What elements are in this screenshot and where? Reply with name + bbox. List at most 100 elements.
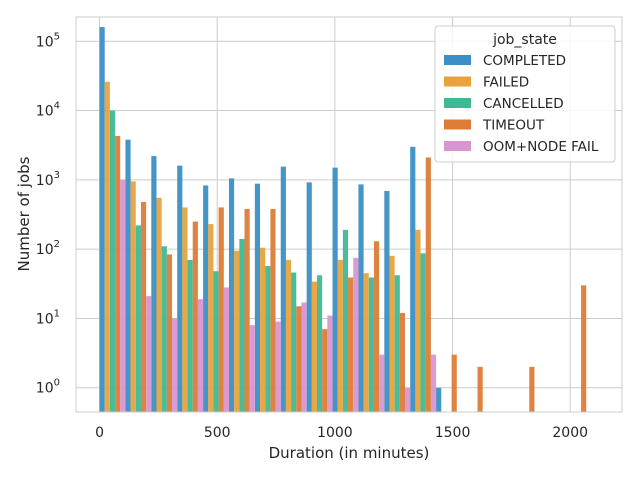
bar-timeout (425, 157, 431, 412)
legend: job_state COMPLETED FAILED CANCELLED TIMEOU… (434, 25, 616, 163)
bar-cancelled (316, 275, 323, 412)
y-tick-label: 104 (36, 101, 60, 120)
bar-timeout (373, 241, 380, 412)
x-tick-label: 500 (204, 425, 231, 441)
bar-failed (260, 247, 266, 412)
bar-timeout (348, 277, 354, 412)
bar-cancelled (135, 225, 141, 412)
bar-completed (332, 167, 338, 412)
bar-timeout (477, 366, 483, 412)
y-axis-ticks: 100 101 102 103 104 105 (36, 31, 60, 396)
bar-cancelled (420, 253, 426, 412)
y-axis-label: Number of jobs (15, 156, 33, 271)
bar-cancelled (109, 110, 116, 413)
legend-swatch (444, 55, 471, 65)
bar-completed (151, 156, 157, 412)
bar-failed (234, 250, 240, 412)
legend-swatch (444, 98, 471, 108)
bar-cancelled (394, 275, 400, 412)
legend-swatch (444, 76, 471, 87)
x-tick-label: 1500 (435, 425, 471, 441)
bar-cancelled (368, 277, 374, 412)
bar-completed (228, 178, 235, 412)
bar-completed (254, 183, 261, 412)
x-axis-ticks: 0 500 1000 1500 2000 (95, 425, 588, 441)
y-tick-label: 100 (36, 378, 60, 397)
bar-cancelled (265, 266, 271, 412)
bar-failed (389, 255, 395, 412)
bar-oom-node-fail (405, 387, 411, 412)
bar-timeout (581, 285, 587, 412)
y-tick-label: 102 (36, 239, 60, 258)
bar-failed (415, 229, 421, 412)
legend-title: job_state (492, 32, 557, 48)
bar-timeout (166, 254, 173, 412)
bar-cancelled (187, 259, 193, 412)
bar-completed (410, 146, 416, 413)
bar-timeout (296, 306, 302, 412)
x-axis-label: Duration (in minutes) (269, 444, 430, 462)
bar-completed (384, 191, 390, 412)
bar-failed (285, 259, 292, 412)
bar-failed (208, 224, 214, 412)
bar-oom-node-fail (327, 315, 333, 412)
bar-completed (125, 139, 131, 413)
bar-timeout (192, 221, 198, 412)
bar-timeout (244, 208, 250, 412)
bar-failed (130, 181, 136, 412)
legend-entry-label: CANCELLED (483, 96, 564, 112)
y-tick-label: 105 (36, 31, 60, 50)
bar-failed (156, 197, 162, 412)
bar-oom-node-fail (430, 354, 437, 412)
x-tick-label: 2000 (552, 425, 588, 441)
legend-entry-label: OOM+NODE FAIL (483, 139, 599, 155)
bar-timeout (270, 208, 276, 412)
bar-timeout (399, 312, 406, 412)
bar-cancelled (291, 272, 297, 412)
x-tick-label: 0 (95, 425, 104, 441)
bar-oom-node-fail (146, 296, 152, 412)
bar-timeout (451, 354, 457, 412)
plot-frame (75, 16, 623, 413)
x-tick-label: 1000 (317, 425, 353, 441)
bar-cancelled (213, 271, 219, 412)
bar-failed (311, 281, 317, 412)
bar-timeout (322, 329, 328, 412)
bar-timeout (218, 207, 224, 412)
bar-completed (280, 166, 286, 412)
bar-completed (436, 387, 442, 412)
y-tick-label: 101 (36, 308, 60, 327)
bar-completed (306, 182, 312, 412)
legend-entry-label: COMPLETED (483, 53, 566, 69)
legend-swatch (444, 141, 471, 151)
bar-timeout (140, 201, 147, 412)
bar-oom-node-fail (353, 257, 359, 412)
bar-completed (99, 27, 105, 413)
bar-failed (104, 81, 110, 413)
bar-cancelled (161, 246, 167, 412)
bar-oom-node-fail (197, 299, 204, 412)
bar-failed (337, 259, 343, 412)
bar-completed (177, 165, 183, 412)
bar-oom-node-fail (223, 287, 229, 412)
legend-box (434, 25, 616, 163)
bars (99, 27, 587, 413)
bar-timeout (115, 135, 121, 412)
bar-failed (363, 273, 369, 412)
legend-entry-label: FAILED (483, 75, 529, 91)
bar-cancelled (342, 229, 349, 412)
bar-completed (203, 185, 209, 412)
bar-oom-node-fail (249, 325, 255, 412)
bar-oom-node-fail (301, 302, 307, 412)
bar-timeout (529, 366, 535, 412)
bar-oom-node-fail (172, 318, 178, 412)
y-tick-label: 103 (36, 170, 60, 189)
bar-oom-node-fail (379, 354, 385, 412)
bar-completed (358, 184, 364, 412)
bar-cancelled (239, 239, 245, 412)
legend-swatch (444, 119, 471, 130)
bar-oom-node-fail (120, 179, 126, 412)
bar-failed (182, 207, 188, 412)
bar-oom-node-fail (275, 321, 281, 412)
legend-entry-label: TIMEOUT (482, 118, 545, 134)
